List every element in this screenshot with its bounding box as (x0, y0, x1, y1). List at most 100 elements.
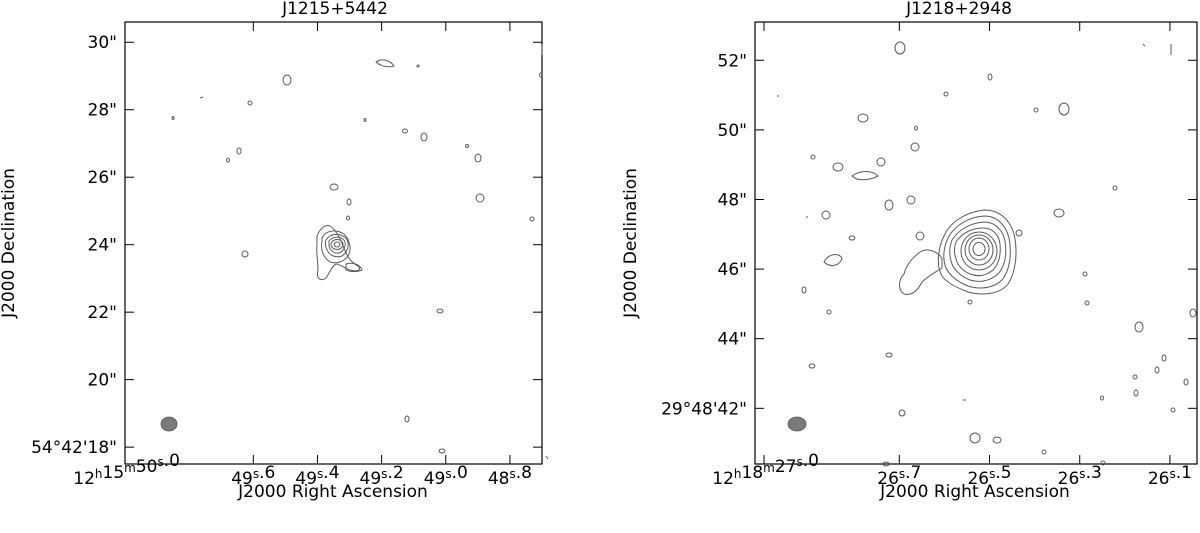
noise-contour (1112, 185, 1118, 191)
plot-frame (124, 21, 543, 465)
x-tick-label: 26s.3 (1058, 463, 1102, 489)
x-tick-label: 49s.0 (424, 463, 468, 489)
noise-contour (1053, 208, 1065, 218)
noise-contour (915, 231, 925, 241)
noise-contour (1161, 354, 1167, 362)
noise-contour (226, 157, 230, 163)
noise-contour (438, 448, 446, 454)
x-axis-label: J2000 Right Ascension (879, 482, 1070, 502)
noise-contour (404, 415, 410, 423)
noise-contour (801, 286, 807, 294)
x-axis-label: J2000 Right Ascension (237, 482, 428, 502)
panel-j1218: J1218+2948 12h18m27s.0 26s.7 26s.5 26s.3 26s… (621, 0, 1198, 502)
contour-level-6 (333, 241, 341, 248)
noise-contour (1183, 378, 1189, 386)
noise-contour (848, 235, 856, 241)
y-tick-label: 29°48'42" (661, 399, 747, 419)
y-tick-label: 30" (88, 33, 117, 53)
x-tick-label: 48s.8 (488, 463, 532, 489)
noise-contour (1189, 308, 1197, 318)
contours (777, 41, 1197, 467)
noise-contour (529, 216, 535, 222)
noise-contour (465, 144, 469, 148)
contour-level-5 (960, 231, 998, 271)
noise-contour (1142, 43, 1146, 47)
y-tick-label: 48" (718, 190, 747, 210)
contour-level-6 (964, 234, 994, 266)
noise-contour (1133, 389, 1139, 397)
plot-frame (754, 21, 1198, 465)
y-tick-label: 44" (718, 330, 747, 350)
noise-contour (1134, 321, 1144, 333)
y-tick-label: 22" (88, 303, 117, 323)
noise-contour (346, 198, 352, 206)
noise-contour (1033, 107, 1039, 113)
noise-contour (420, 132, 428, 142)
noise-contour (363, 118, 367, 122)
noise-contour (826, 309, 832, 315)
noise-contour (236, 147, 242, 155)
contour-extension (899, 249, 943, 295)
contour-level-2 (943, 215, 1011, 289)
x-tick-label: 12h15m50s.0 (73, 451, 180, 489)
contour-level-1 (937, 209, 1017, 295)
noise-contour (967, 299, 973, 305)
noise-contour (346, 215, 350, 221)
x-tick-label: 49s.2 (360, 463, 404, 489)
noise-contour (539, 72, 543, 78)
noise-contour (914, 125, 918, 131)
noise-contour (1015, 229, 1023, 237)
noise-contour (882, 461, 890, 467)
noise-contour (943, 91, 949, 97)
noise-contour (821, 210, 831, 220)
noise-contour (857, 113, 869, 123)
noise-contour (906, 195, 916, 205)
noise-contour (832, 162, 844, 172)
panel-j1215: J1215+5442 12h15m50s.0 49s.6 49s.4 49s.2 49s… (0, 0, 549, 502)
y-ticks: 29°48'42" 44" 46" 48" 50" 52" (661, 51, 1197, 419)
noise-contour (987, 73, 993, 81)
noise-contour (475, 193, 485, 203)
noise-contour (898, 409, 906, 417)
contour-level-4 (954, 227, 1001, 277)
x-tick-label: 26s.7 (877, 463, 921, 489)
y-axis-label: J2000 Declination (0, 168, 19, 319)
panel-title: J1215+5442 (281, 0, 388, 19)
y-tick-label: 46" (718, 260, 747, 280)
panel-title: J1218+2948 (905, 0, 1012, 19)
noise-contour (1154, 366, 1160, 374)
noise-contour (992, 436, 1002, 444)
noise-contour (876, 157, 886, 167)
contour-level-3 (949, 221, 1007, 282)
noise-contour (884, 199, 894, 211)
noise-contour (1082, 271, 1088, 277)
noise-contour (375, 59, 395, 68)
noise-contour (1100, 395, 1104, 401)
noise-contour (823, 254, 843, 266)
noise-contour (171, 116, 175, 120)
y-tick-label: 20" (88, 371, 117, 391)
x-tick-label: 26s.1 (1148, 463, 1192, 489)
y-tick-label: 50" (718, 121, 747, 141)
contours (171, 44, 549, 460)
noise-contour (894, 41, 906, 55)
contour-level-8 (972, 242, 986, 256)
contour-level-3 (324, 234, 349, 258)
noise-contour (247, 100, 253, 106)
noise-contour (1041, 449, 1047, 455)
y-tick-label: 52" (718, 51, 747, 71)
contour-level-7 (968, 237, 990, 261)
noise-contour (885, 352, 893, 358)
noise-contour (810, 154, 816, 160)
noise-contour (545, 455, 549, 460)
noise-contour (1084, 300, 1090, 306)
y-tick-label: 24" (88, 236, 117, 256)
x-tick-label: 49s.6 (231, 463, 275, 489)
beam-ellipse (160, 416, 178, 432)
x-tick-label: 12h18m27s.0 (712, 451, 819, 489)
noise-contour (1058, 102, 1070, 116)
noise-contour (416, 64, 420, 68)
noise-contour (329, 183, 339, 191)
noise-contour (851, 171, 879, 181)
